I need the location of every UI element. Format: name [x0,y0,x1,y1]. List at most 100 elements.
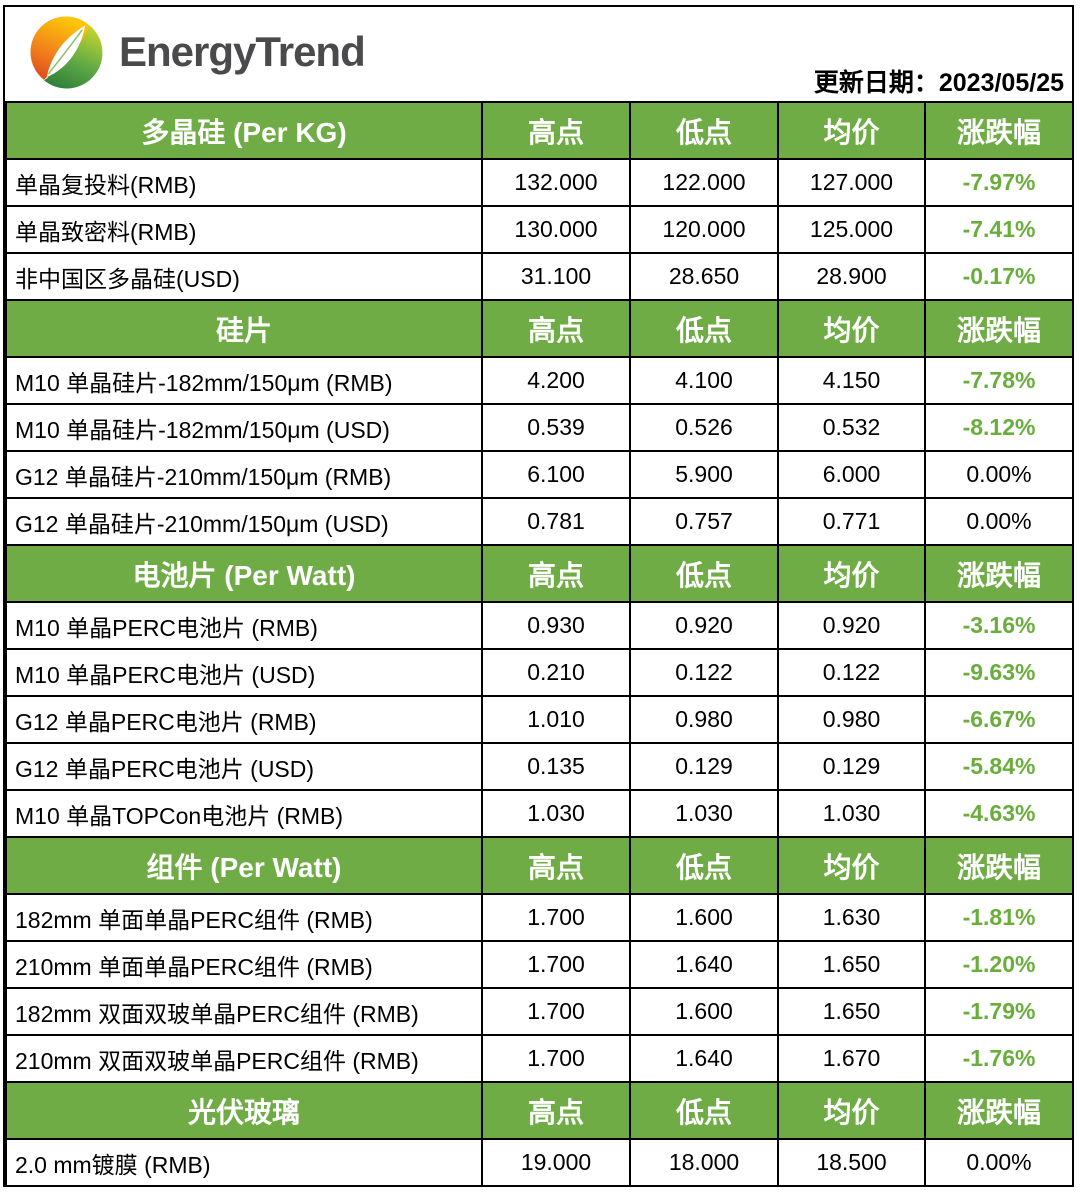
table-row: 3.2 mm镀膜 (RMB) 26.000 25.500 26.000 0.00… [6,1186,1073,1187]
row-label: G12 单晶PERC电池片 (USD) [5,742,483,791]
cell-avg: 1.650 [777,940,926,989]
section-title: 组件 (Per Watt) [5,836,483,895]
cell-change: -4.63% [924,789,1072,838]
cell-low: 122.000 [629,158,779,207]
table-row: G12 单晶硅片-210mm/150μm (RMB) 6.100 5.900 6… [5,450,1072,499]
row-label: M10 单晶硅片-182mm/150μm (RMB) [5,356,483,405]
cell-high: 31.100 [481,252,631,301]
cell-low: 0.757 [629,497,779,546]
cell-avg: 0.920 [777,601,926,650]
cell-low: 1.640 [629,1034,779,1083]
section-header-cell: 电池片 (Per Watt) 高点 低点 均价 涨跌幅 [5,544,1072,603]
col-high: 高点 [481,1081,631,1140]
table-row: M10 单晶硅片-182mm/150μm (USD) 0.539 0.526 0… [5,403,1072,452]
table-row: M10 单晶TOPCon电池片 (RMB) 1.030 1.030 1.030 … [5,789,1072,838]
cell-avg: 1.670 [777,1034,926,1083]
cell-high: 26.000 [482,1186,630,1187]
row-label: 非中国区多晶硅(USD) [5,252,483,301]
col-low: 低点 [629,544,779,603]
col-low: 低点 [629,1081,779,1140]
cell-high: 1.010 [481,695,631,744]
table-row: M10 单晶PERC电池片 (USD) 0.210 0.122 0.122 -9… [5,648,1072,697]
col-high: 高点 [481,836,631,895]
row-label: 182mm 双面双玻单晶PERC组件 (RMB) [5,987,483,1036]
cell-low: 0.122 [629,648,779,697]
cell-change: -7.41% [924,205,1072,254]
cell-high: 1.030 [481,789,631,838]
cell-high: 1.700 [481,940,631,989]
cell-high: 4.200 [481,356,631,405]
cell-avg: 1.030 [777,789,926,838]
cell-change: -1.76% [924,1034,1072,1083]
row-label: M10 单晶TOPCon电池片 (RMB) [5,789,483,838]
section-header-module: 组件 (Per Watt) 高点 低点 均价 涨跌幅 [5,836,1072,895]
brand-name: EnergyTrend [119,28,366,75]
cell-change: -5.84% [924,742,1072,791]
cell-high: 19.000 [481,1138,631,1185]
cell-low: 1.640 [629,940,779,989]
table-row: 210mm 双面双玻单晶PERC组件 (RMB) 1.700 1.640 1.6… [5,1034,1072,1083]
row-label: 3.2 mm镀膜 (RMB) [6,1186,482,1187]
price-sheet: EnergyTrend 更新日期：2023/05/25 多晶硅 (Per KG)… [3,5,1074,1187]
cell-change: -7.78% [924,356,1072,405]
cell-low: 0.129 [629,742,779,791]
cell-avg: 0.980 [777,695,926,744]
cell-change: -3.16% [924,601,1072,650]
col-avg: 均价 [777,1081,926,1140]
cell-low: 0.526 [629,403,779,452]
cell-high: 132.000 [481,158,631,207]
cell-low: 0.980 [629,695,779,744]
cell-high: 0.539 [481,403,631,452]
cell-avg: 0.771 [777,497,926,546]
cell-change: -1.20% [924,940,1072,989]
col-change: 涨跌幅 [924,544,1072,603]
row-label: M10 单晶硅片-182mm/150μm (USD) [5,403,483,452]
cell-avg: 1.630 [777,893,926,942]
cell-high: 0.930 [481,601,631,650]
cell-low: 25.500 [630,1186,778,1187]
cell-change: -9.63% [924,648,1072,697]
col-low: 低点 [629,836,779,895]
energytrend-logo: EnergyTrend [29,15,366,89]
col-change: 涨跌幅 [924,101,1072,160]
cell-avg: 4.150 [777,356,926,405]
col-change: 涨跌幅 [924,299,1072,358]
section-title: 光伏玻璃 [5,1081,483,1140]
section-header-glass: 光伏玻璃 高点 低点 均价 涨跌幅 [5,1081,1072,1140]
row-label: 单晶致密料(RMB) [5,205,483,254]
cell-low: 4.100 [629,356,779,405]
cell-high: 1.700 [481,987,631,1036]
cell-change: 0.00% [925,1186,1073,1187]
row-label: M10 单晶PERC电池片 (RMB) [5,601,483,650]
col-avg: 均价 [777,299,926,358]
table-row: M10 单晶硅片-182mm/150μm (RMB) 4.200 4.100 4… [5,356,1072,405]
table-row: 182mm 单面单晶PERC组件 (RMB) 1.700 1.600 1.630… [5,893,1072,942]
cell-avg: 28.900 [777,252,926,301]
cell-change: 0.00% [924,497,1072,546]
cell-avg: 0.129 [777,742,926,791]
cell-avg: 127.000 [777,158,926,207]
cell-avg: 0.532 [777,403,926,452]
cell-low: 1.030 [629,789,779,838]
cell-avg: 0.122 [777,648,926,697]
section-title: 电池片 (Per Watt) [5,544,483,603]
section-header-wafer: 硅片 高点 低点 均价 涨跌幅 [5,299,1072,358]
cell-change: -7.97% [924,158,1072,207]
col-avg: 均价 [777,101,926,160]
header-bar: EnergyTrend 更新日期：2023/05/25 [5,7,1072,101]
cell-high: 1.700 [481,1034,631,1083]
cell-low: 120.000 [629,205,779,254]
cell-avg: 18.500 [777,1138,926,1185]
cell-change: -6.67% [924,695,1072,744]
row-label: 210mm 单面单晶PERC组件 (RMB) [5,940,483,989]
section-title: 多晶硅 (Per KG) [5,101,483,160]
cell-low: 1.600 [629,987,779,1036]
col-change: 涨跌幅 [924,1081,1072,1140]
section-title: 硅片 [5,299,483,358]
cell-low: 28.650 [629,252,779,301]
table-row: 单晶致密料(RMB) 130.000 120.000 125.000 -7.41… [5,205,1072,254]
cell-high: 130.000 [481,205,631,254]
cell-avg: 1.650 [777,987,926,1036]
table-row: 单晶复投料(RMB) 132.000 122.000 127.000 -7.97… [5,158,1072,207]
cell-high: 0.781 [481,497,631,546]
